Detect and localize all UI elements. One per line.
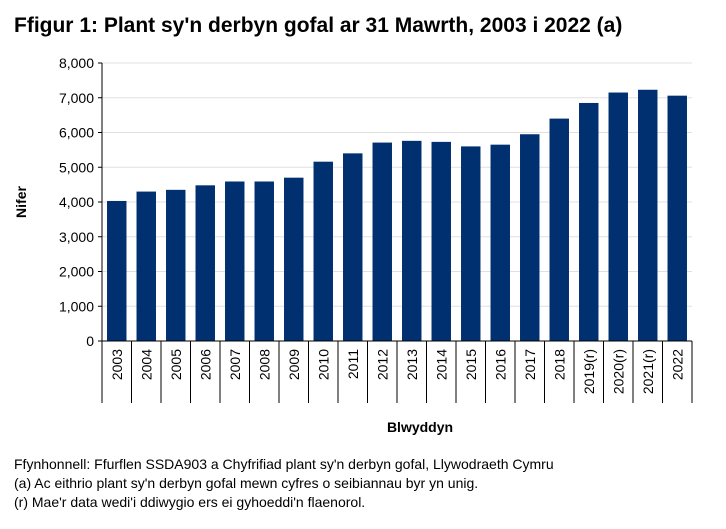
bar [136, 191, 156, 341]
x-tick-label: 2014 [433, 349, 449, 380]
x-tick-label: 2016 [492, 349, 508, 380]
y-tick-label: 0 [86, 333, 94, 349]
x-tick-label: 2006 [197, 349, 213, 380]
footnote: (r) Mae'r data wedi'i ddiwygio ers ei gy… [14, 494, 365, 510]
bar [254, 181, 274, 341]
x-tick-label: 2003 [109, 349, 125, 380]
x-tick-label: 2005 [168, 349, 184, 380]
x-tick-label: 2021(r) [640, 349, 656, 394]
x-tick-label: 2009 [286, 349, 302, 380]
x-axis-label: Blwyddyn [387, 419, 453, 435]
chart-title: Ffigur 1: Plant sy'n derbyn gofal ar 31 … [14, 14, 622, 37]
x-tick-label: 2015 [463, 349, 479, 380]
footnote: Ffynhonnell: Ffurflen SSDA903 a Chyfrifi… [14, 456, 554, 472]
bar [166, 189, 186, 341]
bar [402, 140, 422, 341]
bar [284, 177, 304, 341]
x-tick-label: 2022 [669, 349, 685, 380]
bar [313, 161, 333, 341]
x-tick-label: 2012 [374, 349, 390, 380]
y-tick-label: 3,000 [59, 229, 94, 245]
bar [195, 185, 215, 341]
x-tick-label: 2020(r) [610, 349, 626, 394]
x-tick-label: 2008 [256, 349, 272, 380]
bar [372, 142, 392, 341]
y-tick-label: 8,000 [59, 55, 94, 71]
bar [343, 153, 363, 341]
y-tick-label: 1,000 [59, 298, 94, 314]
x-tick-label: 2004 [138, 349, 154, 380]
bar [107, 200, 127, 341]
y-tick-label: 5,000 [59, 159, 94, 175]
bar [461, 146, 481, 341]
footnote: (a) Ac eithrio plant sy'n derbyn gofal m… [14, 475, 478, 491]
bar [520, 134, 540, 341]
x-tick-label: 2019(r) [581, 349, 597, 394]
y-axis-label: Nifer [13, 186, 29, 218]
x-tick-label: 2007 [227, 349, 243, 380]
bar [431, 141, 451, 341]
x-tick-label: 2011 [345, 349, 361, 379]
y-tick-label: 6,000 [59, 125, 94, 141]
bar [490, 144, 510, 341]
x-tick-label: 2018 [551, 349, 567, 380]
x-tick-label: 2013 [404, 349, 420, 380]
bar [549, 118, 569, 341]
bar [667, 95, 687, 341]
y-tick-label: 2,000 [59, 264, 94, 280]
bar [225, 181, 245, 341]
x-tick-label: 2010 [315, 349, 331, 380]
x-tick-label: 2017 [522, 349, 538, 380]
y-tick-label: 7,000 [59, 90, 94, 106]
y-tick-label: 4,000 [59, 194, 94, 210]
bar [608, 92, 628, 341]
bar [579, 102, 599, 342]
bar [638, 89, 658, 341]
